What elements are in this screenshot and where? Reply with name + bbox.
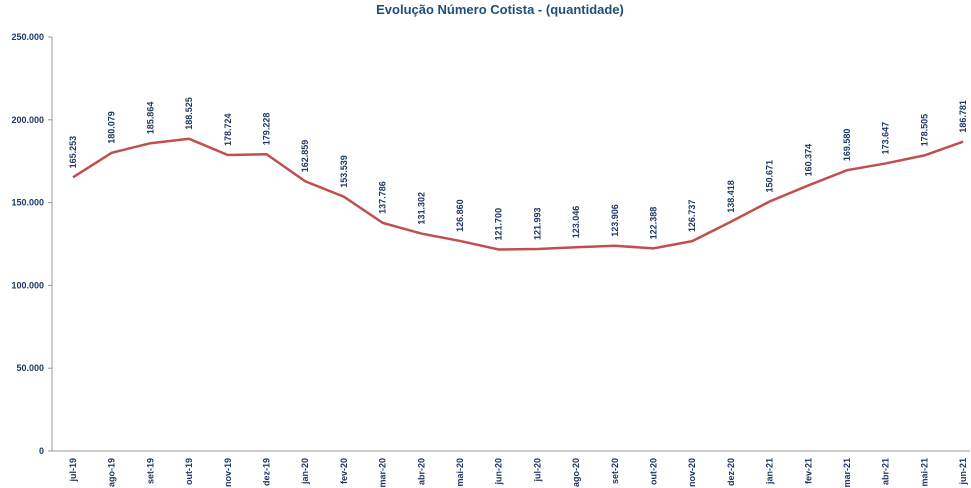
x-tick-label: out-19 [184,458,194,485]
data-label: 137.786 [378,181,388,214]
data-label: 165.253 [68,136,78,169]
x-tick-label: mai-20 [455,458,465,487]
line [72,137,964,251]
x-tick-label: nov-19 [223,458,233,487]
data-label: 150.671 [765,160,775,193]
data-label: 162.859 [300,140,310,173]
x-tick-label: set-20 [610,458,620,484]
x-tick-label: jul-19 [68,458,78,483]
data-label: 138.418 [726,180,736,213]
x-tick-label: jun-21 [958,458,968,486]
x-tick-label: abr-21 [881,458,891,485]
x-tick-label: fev-20 [339,458,349,484]
y-tick-label: 250.000 [11,32,44,42]
data-label: 169.580 [842,129,852,162]
y-tick-label: 100.000 [11,280,44,290]
x-tick-label: dez-20 [726,458,736,486]
chart-title: Evolução Número Cotista - (quantidade) [376,2,624,17]
y-tick-label: 200.000 [11,115,44,125]
x-tick-label: jan-20 [300,458,310,485]
data-label: 126.737 [687,200,697,233]
x-tick-label: ago-20 [571,458,581,487]
x-tick-label: mar-20 [378,458,388,488]
data-label: 122.388 [649,207,659,240]
data-label: 188.525 [184,97,194,130]
data-label: 179.228 [262,113,272,146]
x-tick-label: mai-21 [919,458,929,487]
data-label: 123.046 [571,206,581,239]
data-label: 123.906 [610,204,620,237]
data-label: 126.860 [455,199,465,232]
x-tick-label: fev-21 [803,458,813,484]
x-tick-label: out-20 [649,458,659,485]
x-tick-label: jan-21 [765,458,775,485]
x-tick-label: nov-20 [687,458,697,487]
x-tick-label: set-19 [145,458,155,484]
x-tick-label: ago-19 [107,458,117,487]
data-label: 131.302 [416,192,426,225]
data-label: 186.781 [958,100,968,133]
data-label: 180.079 [107,111,117,144]
data-label: 160.374 [803,144,813,177]
x-tick-label: jun-20 [494,458,504,486]
data-label: 185.864 [145,102,155,135]
x-tick-label: abr-20 [416,458,426,485]
x-tick-label: dez-19 [262,458,272,486]
data-label: 173.647 [881,122,891,155]
data-label: 153.539 [339,155,349,188]
y-tick-label: 50.000 [16,363,44,373]
data-label: 178.724 [223,113,233,146]
data-label: 121.700 [494,208,504,241]
x-tick-label: mar-21 [842,458,852,488]
y-tick-label: 150.000 [11,198,44,208]
data-label: 178.505 [919,114,929,147]
y-tick-label: 0 [39,446,44,456]
x-tick-label: jul-20 [532,458,542,483]
data-label: 121.993 [532,207,542,240]
